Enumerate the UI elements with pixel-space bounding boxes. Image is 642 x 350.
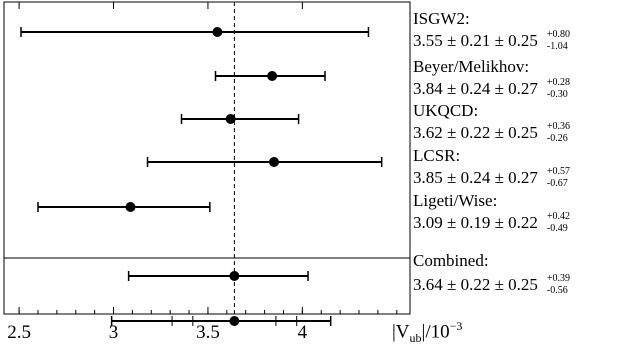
x-tick-label: 3 — [109, 322, 119, 343]
measurement-1-point — [267, 71, 278, 81]
asym-down: -0.56 — [546, 284, 568, 296]
x-axis-label-sub: ub — [409, 331, 422, 346]
entry-name: UKQCD: — [413, 101, 479, 120]
combined-1-point — [229, 316, 240, 326]
entry-name: LCSR: — [413, 146, 461, 165]
asym-up: +0.42 — [546, 211, 571, 222]
asym-up: +0.39 — [546, 273, 571, 284]
x-tick-label: 2.5 — [7, 322, 31, 343]
entry-value: 3.55 ± 0.21 ± 0.25 — [413, 31, 538, 50]
entry-value: 3.09 ± 0.19 ± 0.22 — [413, 213, 538, 232]
asym-down: -0.67 — [546, 177, 568, 189]
plot-frame — [3, 1, 411, 315]
asym-down: -1.04 — [546, 40, 568, 52]
x-axis-label-mid: |/10 — [421, 321, 450, 343]
asym-up: +0.28 — [546, 77, 571, 88]
combined-0-point — [229, 271, 240, 281]
asym-up: +0.57 — [546, 166, 571, 177]
legend-entry-isgw2: ISGW2: 3.55 ± 0.21 ± 0.25 +0.80 -1.04 — [413, 10, 570, 52]
asym-down: -0.30 — [546, 88, 568, 100]
entry-name: Ligeti/Wise: — [413, 191, 498, 210]
measurement-2-point — [225, 114, 236, 124]
legend-entry-ligeti-wise: Ligeti/Wise: 3.09 ± 0.19 ± 0.22 +0.42 -0.… — [413, 192, 570, 234]
x-tick-label: 3.5 — [196, 322, 220, 343]
entry-value: 3.85 ± 0.24 ± 0.27 — [413, 168, 538, 187]
x-axis-label-sup: −3 — [449, 319, 463, 333]
entry-value: 3.84 ± 0.24 ± 0.27 — [413, 79, 538, 98]
entry-name: Beyer/Melikhov: — [413, 57, 530, 76]
entry-name: ISGW2: — [413, 9, 470, 28]
measurement-4-point — [125, 202, 136, 212]
measurement-0-point — [212, 27, 223, 37]
asym-down: -0.26 — [546, 132, 568, 144]
legend-entry-beyer-melikhov: Beyer/Melikhov: 3.84 ± 0.24 ± 0.27 +0.28… — [413, 58, 570, 100]
entry-name: Combined: — [413, 251, 489, 270]
x-tick-label: 4 — [298, 322, 308, 343]
legend-entry-lcsr: LCSR: 3.85 ± 0.24 ± 0.27 +0.57 -0.67 — [413, 147, 570, 189]
x-axis-label: |Vub|/10−3 — [392, 319, 462, 346]
entry-value: 3.64 ± 0.22 ± 0.25 — [413, 275, 538, 294]
measurement-3-point — [269, 157, 280, 167]
entry-value: 3.62 ± 0.22 ± 0.25 — [413, 123, 538, 142]
asym-up: +0.36 — [546, 121, 571, 132]
legend-entry-ukqcd: UKQCD: 3.62 ± 0.22 ± 0.25 +0.36 -0.26 — [413, 102, 570, 144]
asym-down: -0.49 — [546, 222, 568, 234]
legend-entry-combined: Combined: 3.64 ± 0.22 ± 0.25 +0.39 -0.56 — [413, 252, 570, 296]
x-axis-label-prefix: |V — [392, 321, 410, 343]
asym-up: +0.80 — [546, 29, 571, 40]
